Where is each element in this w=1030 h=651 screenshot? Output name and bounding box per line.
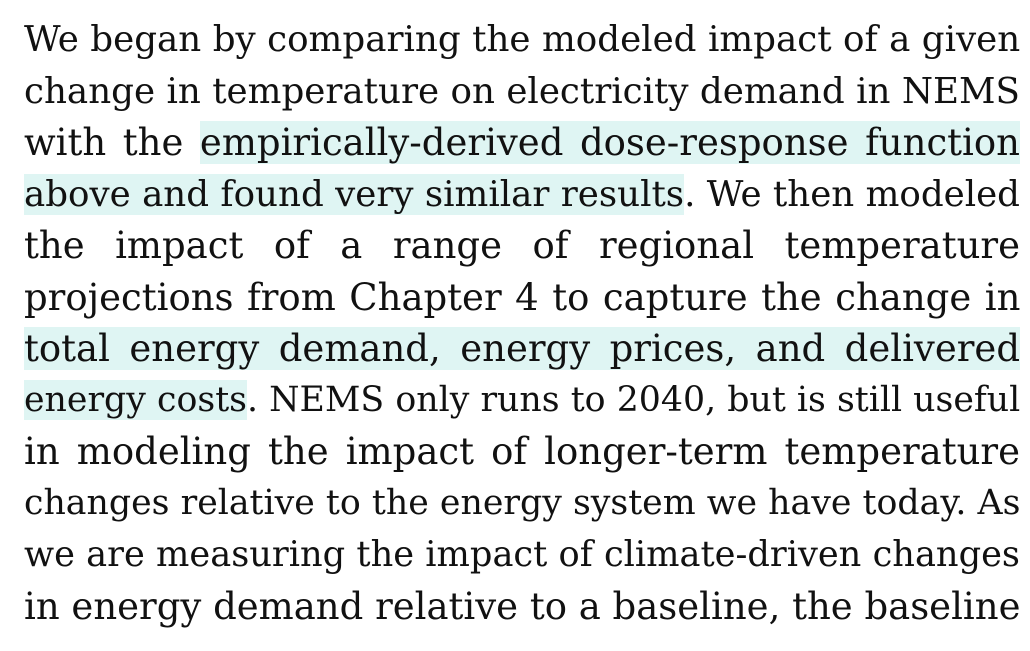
text-segment: . NEMS only runs to 2040, but is still u… bbox=[246, 379, 1021, 420]
text-line: we are measuring the impact of climate-d… bbox=[24, 529, 1020, 581]
text-segment: We began by comparing the modeled impact… bbox=[24, 19, 1021, 60]
text-segment: in modeling the impact of longer-term te… bbox=[24, 430, 1020, 473]
text-line: energy costs. NEMS only runs to 2040, bu… bbox=[24, 375, 1020, 427]
text-segment: . We then modeled bbox=[684, 173, 1020, 215]
text-line: in modeling the impact of longer-term te… bbox=[24, 426, 1020, 478]
text-line: We began by comparing the modeled impact… bbox=[24, 14, 1020, 66]
text-segment: in energy demand relative to a baseline,… bbox=[24, 584, 1021, 628]
text-segment: the impact of a range of regional temper… bbox=[24, 224, 1020, 267]
highlighted-text: empirically-derived dose-response functi… bbox=[199, 121, 1020, 164]
text-segment: changes relative to the energy system we… bbox=[24, 482, 1021, 523]
text-line: change in temperature on electricity dem… bbox=[24, 66, 1020, 118]
body-paragraph: We began by comparing the modeled impact… bbox=[24, 14, 1020, 632]
text-segment: we are measuring the impact of climate-d… bbox=[24, 534, 1020, 575]
text-line: above and found very similar results. We… bbox=[24, 169, 1020, 221]
text-segment: change in temperature on electricity dem… bbox=[24, 70, 1020, 112]
text-line: the impact of a range of regional temper… bbox=[24, 220, 1020, 272]
highlighted-text: total energy demand, energy prices, and … bbox=[24, 327, 1020, 370]
highlighted-text: above and found very similar results bbox=[24, 173, 685, 215]
text-line: total energy demand, energy prices, and … bbox=[24, 323, 1020, 375]
text-segment: projections from Chapter 4 to capture th… bbox=[24, 275, 1021, 319]
text-line: projections from Chapter 4 to capture th… bbox=[24, 272, 1020, 324]
text-line: with the empirically-derived dose-respon… bbox=[24, 117, 1020, 169]
text-line: in energy demand relative to a baseline,… bbox=[24, 581, 1020, 633]
highlighted-text: energy costs bbox=[24, 379, 247, 420]
text-segment: with the bbox=[24, 121, 200, 164]
text-line: changes relative to the energy system we… bbox=[24, 478, 1020, 530]
